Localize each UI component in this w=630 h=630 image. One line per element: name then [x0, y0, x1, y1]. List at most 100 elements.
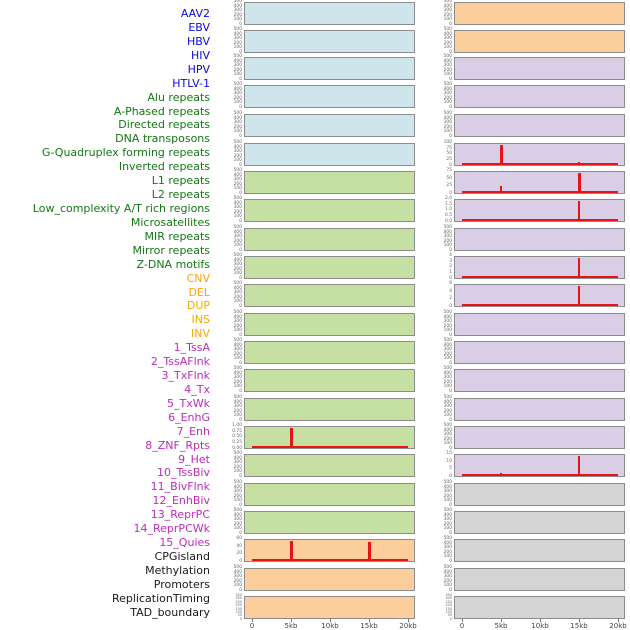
y-tick-label: 400: [443, 58, 452, 64]
track-panel: [244, 369, 415, 392]
y-tick-label: 300: [443, 319, 452, 325]
y-axis-ticks: 500 400 300 200 100 0: [216, 281, 242, 309]
row-label: 5_TxWk: [167, 396, 210, 410]
signal-spike: [289, 541, 293, 560]
y-axis-ticks: 500 400 300 200 100 0: [216, 395, 242, 423]
y-tick-label: 100: [443, 526, 452, 532]
y-tick-label: 400: [233, 512, 242, 518]
y-tick-label: 1.5: [445, 201, 452, 207]
y-tick-label: 500: [233, 451, 242, 456]
track-panel: [454, 539, 625, 562]
y-axis-ticks: 500 400 300 200 100 0: [216, 508, 242, 536]
y-tick-label: 0: [449, 21, 452, 27]
row-label: ReplicationTiming: [111, 591, 210, 605]
y-tick-label: 400: [233, 285, 242, 291]
signal-spike: [578, 258, 580, 277]
y-tick-label: 500: [233, 225, 242, 230]
y-tick-label: 200: [233, 12, 242, 18]
y-axis-ticks: 500 400 300 200 100 0: [216, 451, 242, 479]
track-panel: [244, 30, 415, 53]
signal-baseline: [252, 446, 408, 448]
y-tick-label: 500: [443, 0, 452, 4]
y-tick-label: 400: [233, 229, 242, 235]
y-tick-label: 0: [449, 587, 452, 593]
y-tick-label: 300: [233, 517, 242, 523]
y-tick-label: 0: [449, 133, 452, 139]
y-tick-label: 20: [236, 551, 242, 557]
y-tick-label: 100: [443, 243, 452, 249]
y-tick-label: 400: [443, 229, 452, 235]
track-panel: [244, 284, 415, 307]
row-label: TAD_boundary: [130, 605, 210, 619]
track-panel: [454, 2, 625, 25]
row-label: A-Phased repeats: [113, 104, 210, 118]
track-panel: [244, 341, 415, 364]
y-tick-label: 40: [236, 543, 242, 549]
y-axis-ticks: 2.0 1.5 1.0 0.5 0.0: [426, 196, 452, 224]
x-tick-mark: [618, 619, 619, 622]
y-tick-label: 500: [443, 395, 452, 400]
track-panel: [244, 539, 415, 562]
y-tick-label: 0: [239, 247, 242, 253]
y-tick-label: 500: [233, 196, 242, 201]
y-tick-label: 25: [446, 183, 452, 189]
y-tick-label: 500: [443, 536, 452, 541]
y-tick-label: 0: [449, 76, 452, 82]
y-tick-label: 200: [443, 578, 452, 584]
y-axis-ticks: 500 400 300 200 100 0: [216, 111, 242, 139]
row-label: 7_Enh: [176, 424, 210, 438]
y-axis-ticks: 500 400 300 200 100 0: [216, 0, 242, 27]
y-tick-label: 400: [233, 172, 242, 178]
y-tick-label: 100: [233, 186, 242, 192]
y-tick-label: 400: [233, 342, 242, 348]
y-tick-label: 15: [446, 451, 452, 456]
signal-baseline: [252, 559, 408, 561]
y-tick-label: 0: [239, 49, 242, 55]
y-tick-label: 0: [239, 162, 242, 168]
y-tick-label: 300: [443, 404, 452, 410]
row-label: Directed repeats: [118, 118, 210, 132]
y-tick-label: 400: [443, 3, 452, 9]
x-tick-mark: [579, 619, 580, 622]
y-tick-label: 500: [233, 395, 242, 400]
y-tick-label: 0: [239, 616, 242, 621]
y-tick-label: 200: [233, 124, 242, 130]
y-tick-label: 25: [446, 156, 452, 162]
y-tick-label: 400: [233, 370, 242, 376]
y-tick-label: 300: [443, 8, 452, 14]
y-axis-ticks: 500 400 300 200 100 0: [426, 27, 452, 55]
y-tick-label: 300: [233, 205, 242, 211]
signal-spike: [500, 473, 502, 475]
track-panel: [244, 143, 415, 166]
row-label: Low_complexity A/T rich regions: [32, 201, 210, 215]
y-axis-ticks: 500 400 300 200 100 0: [216, 225, 242, 253]
y-tick-label: 500: [443, 366, 452, 371]
y-tick-label: 100: [443, 328, 452, 334]
x-tick-label: 0: [459, 622, 465, 630]
y-tick-label: 60: [236, 536, 242, 541]
x-tick-label: 0: [249, 622, 255, 630]
y-tick-label: 0: [239, 76, 242, 82]
y-tick-label: 500: [443, 423, 452, 428]
y-tick-label: 200: [233, 493, 242, 499]
x-tick-label: 10kb: [531, 622, 549, 630]
y-tick-label: 0: [239, 190, 242, 196]
y-axis-ticks: 500 400 300 200 100 0: [216, 168, 242, 196]
y-tick-label: 1.0: [445, 207, 452, 213]
track-panel: [244, 426, 415, 449]
track-panel: [454, 341, 625, 364]
y-axis-ticks: 500 400 300 200 100 0: [426, 111, 452, 139]
y-tick-label: 500: [443, 508, 452, 513]
y-tick-label: 400: [233, 58, 242, 64]
y-tick-label: 300: [233, 290, 242, 296]
x-tick-mark: [408, 619, 409, 622]
y-tick-label: 500: [233, 565, 242, 570]
y-tick-label: 400: [233, 3, 242, 9]
y-tick-label: 100: [443, 140, 452, 145]
y-tick-label: 0: [449, 190, 452, 196]
y-tick-label: 400: [443, 115, 452, 121]
signal-spike: [578, 286, 580, 305]
track-panel: [244, 398, 415, 421]
y-tick-label: 75: [446, 145, 452, 151]
y-tick-label: 300: [233, 460, 242, 466]
